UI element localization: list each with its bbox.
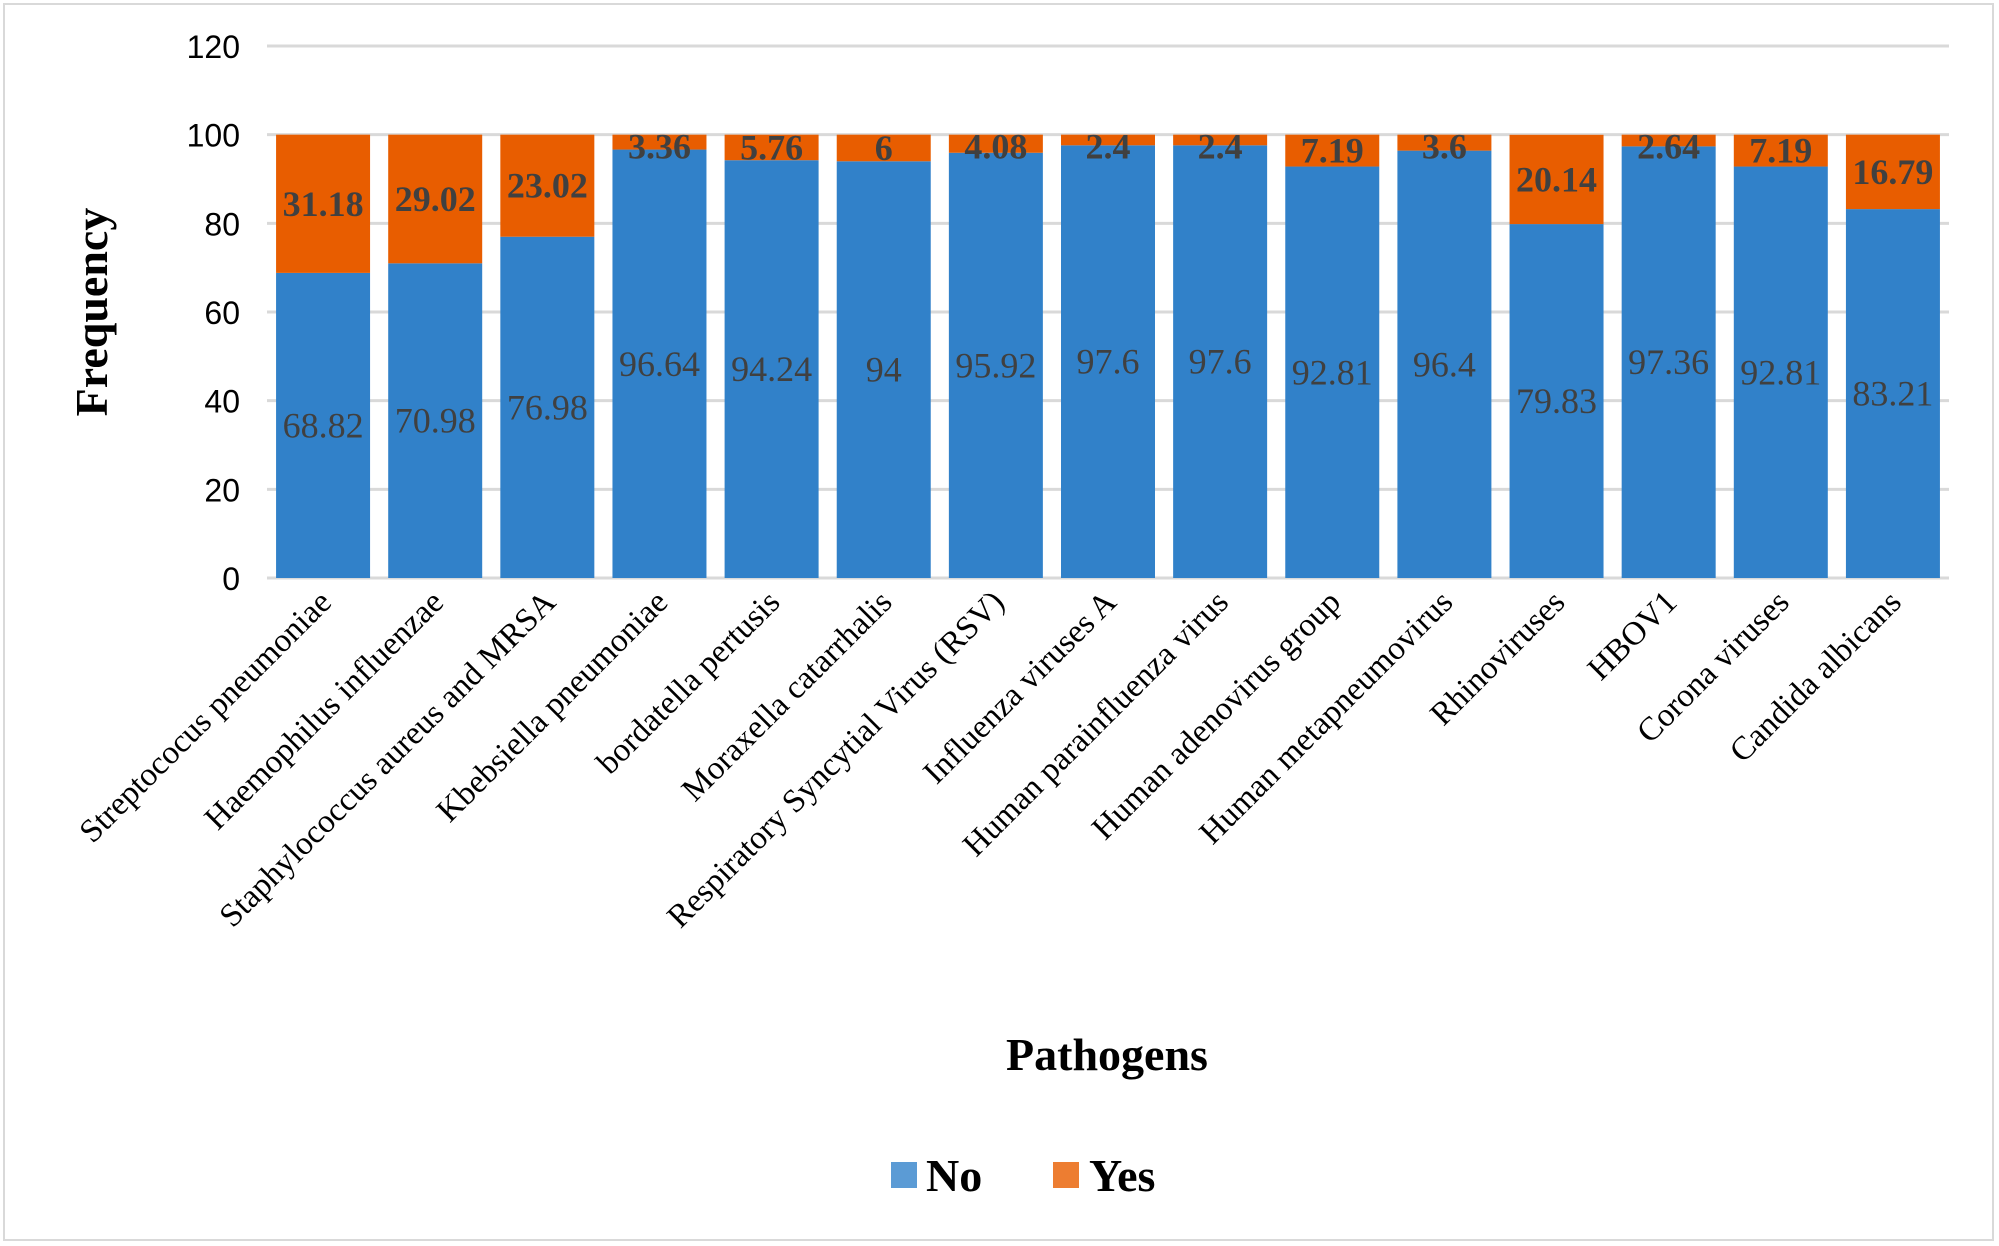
data-label-no: 76.98	[507, 387, 588, 427]
data-label-yes: 29.02	[395, 179, 476, 219]
data-label-yes: 4.08	[964, 127, 1027, 167]
bar-yes	[1845, 134, 1940, 210]
bar-yes	[836, 134, 931, 162]
bar-no	[1733, 166, 1828, 578]
legend-label-yes: Yes	[1089, 1150, 1155, 1201]
legend: No Yes	[891, 1150, 1155, 1201]
data-label-no: 68.82	[283, 405, 364, 445]
y-tick-label: 120	[187, 29, 240, 65]
legend-swatch-yes	[1053, 1162, 1079, 1188]
y-tick-label: 0	[222, 561, 240, 597]
legend-label-no: No	[926, 1150, 982, 1201]
data-label-yes: 7.19	[1301, 131, 1364, 171]
data-label-no: 96.4	[1413, 344, 1476, 384]
data-label-no: 95.92	[955, 345, 1036, 385]
data-label-no: 92.81	[1292, 352, 1373, 392]
data-label-no: 79.83	[1516, 381, 1597, 421]
data-label-yes: 3.36	[628, 127, 691, 167]
bar-no	[388, 263, 483, 578]
bar-yes	[724, 134, 819, 161]
y-axis-title: Frequency	[66, 208, 117, 417]
x-tick-label: HBOV1	[1581, 584, 1684, 687]
y-tick-label: 80	[204, 206, 240, 242]
data-label-no: 70.98	[395, 401, 476, 441]
data-label-yes: 2.64	[1637, 127, 1700, 167]
bar-no	[1285, 166, 1380, 578]
bar-no	[1845, 209, 1940, 578]
data-label-no: 92.81	[1740, 352, 1821, 392]
y-tick-label: 60	[204, 295, 240, 331]
bar-yes	[1509, 134, 1604, 225]
data-label-yes: 2.4	[1086, 127, 1131, 167]
data-label-no: 94.24	[731, 349, 812, 389]
bar-yes	[1285, 134, 1380, 167]
bar-yes	[500, 134, 595, 237]
x-tick-label: Moraxella catarrhalis	[675, 584, 899, 808]
bar-no	[1621, 146, 1716, 578]
data-label-yes: 20.14	[1516, 159, 1597, 199]
data-label-no: 97.6	[1189, 342, 1252, 382]
x-tick-label: Influenza viruses A	[917, 584, 1124, 791]
data-label-no: 94	[866, 350, 902, 390]
bar-no	[276, 272, 371, 578]
bar-yes	[1061, 134, 1155, 146]
x-axis-title: Pathogens	[1006, 1029, 1208, 1080]
bar-yes	[612, 134, 707, 150]
data-label-yes: 5.76	[740, 127, 803, 167]
data-label-no: 96.64	[619, 344, 700, 384]
bar-no	[836, 161, 931, 578]
bar-no	[1397, 150, 1492, 579]
data-label-yes: 23.02	[507, 166, 588, 206]
bar-no	[612, 149, 707, 578]
bar-no	[1061, 145, 1155, 578]
data-label-yes: 6	[875, 128, 893, 168]
bar-no	[1173, 145, 1268, 578]
data-label-yes: 31.18	[283, 184, 364, 224]
data-label-no: 97.36	[1628, 342, 1709, 382]
bar-no	[724, 160, 819, 578]
data-label-yes: 16.79	[1852, 152, 1933, 192]
data-label-yes: 7.19	[1749, 131, 1812, 171]
bar-yes	[1397, 134, 1492, 151]
legend-swatch-no	[891, 1162, 917, 1188]
y-tick-label: 100	[187, 118, 240, 154]
chart-frame	[3, 3, 1994, 1241]
bar-yes	[1173, 134, 1268, 146]
data-label-no: 97.6	[1077, 342, 1140, 382]
data-label-no: 83.21	[1852, 374, 1933, 414]
bar-no	[1509, 224, 1604, 578]
data-label-yes: 3.6	[1422, 127, 1467, 167]
bar-yes	[276, 134, 371, 273]
bar-no	[948, 152, 1043, 578]
bar-yes	[948, 134, 1043, 153]
y-tick-label: 40	[204, 384, 240, 420]
bar-yes	[1733, 134, 1828, 167]
data-label-yes: 2.4	[1198, 127, 1243, 167]
bar-no	[500, 236, 595, 579]
y-tick-label: 20	[204, 472, 240, 508]
bar-yes	[1621, 134, 1716, 147]
bar-yes	[388, 134, 483, 264]
